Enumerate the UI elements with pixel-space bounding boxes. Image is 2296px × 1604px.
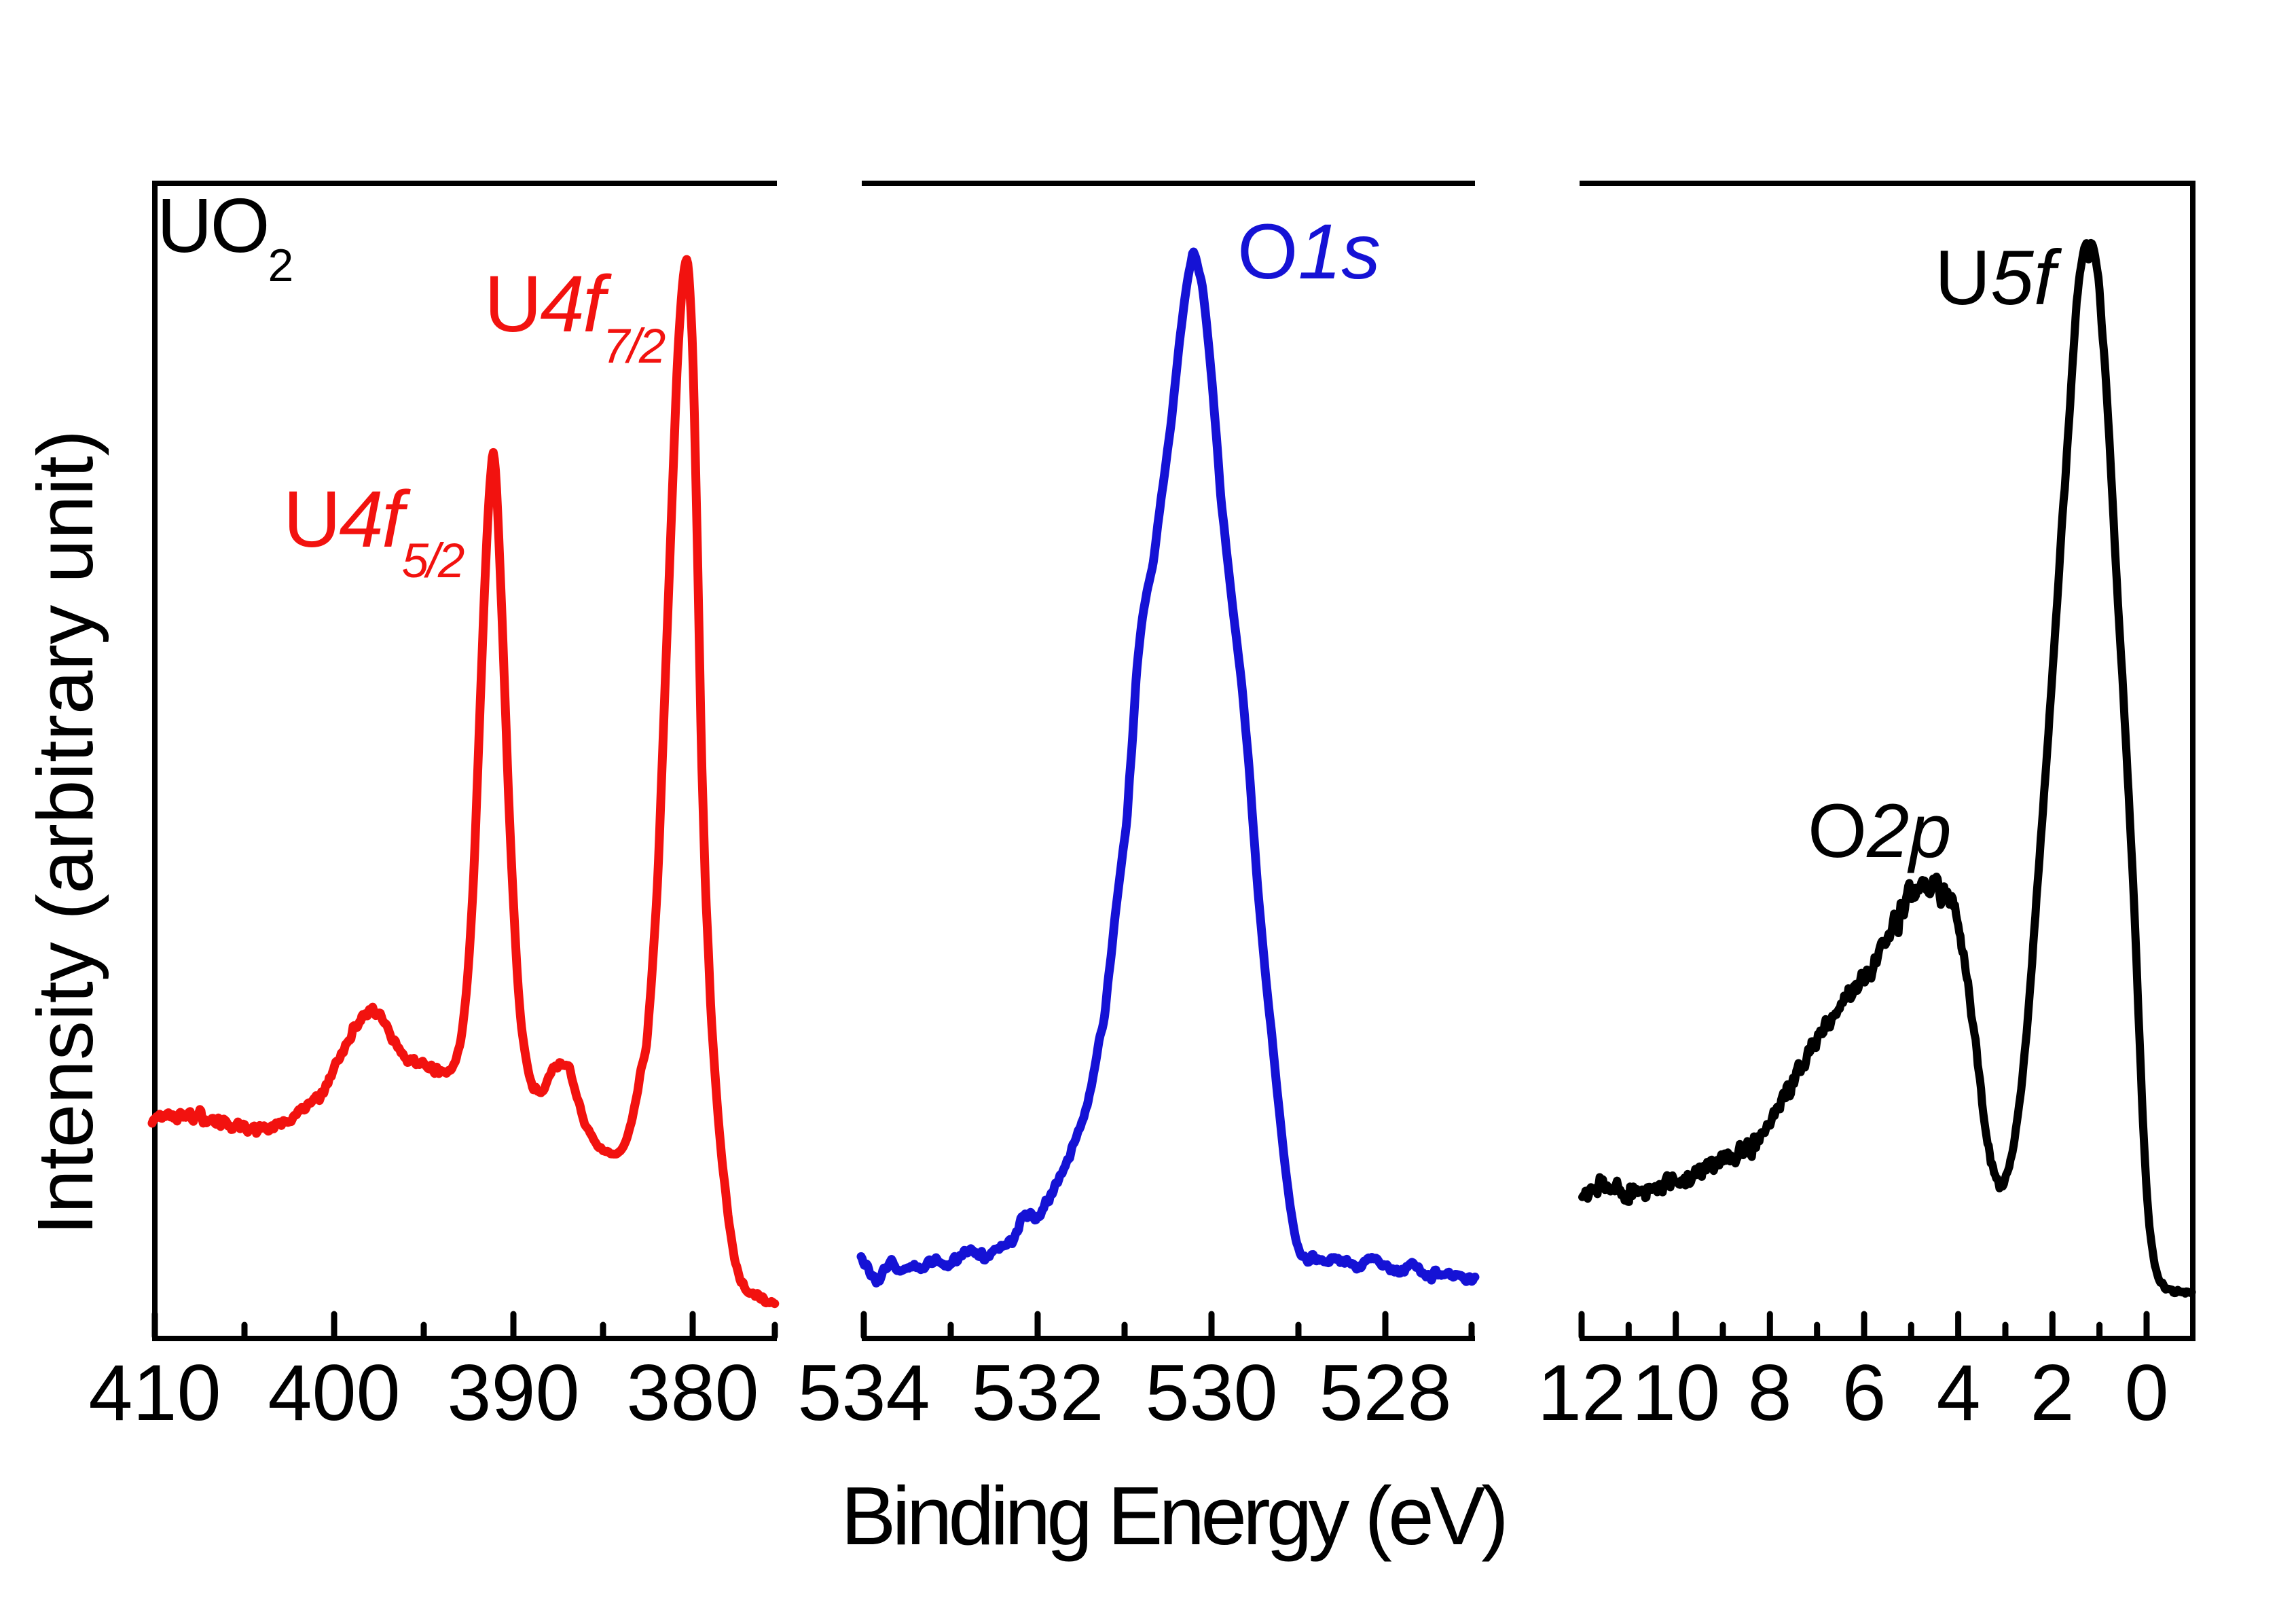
svg-text:400: 400 — [268, 1348, 400, 1437]
svg-text:380: 380 — [626, 1348, 759, 1437]
svg-text:2: 2 — [2030, 1348, 2074, 1437]
svg-text:534: 534 — [797, 1348, 930, 1437]
svg-text:Binding Energy (eV): Binding Energy (eV) — [841, 1470, 1505, 1562]
svg-text:O1s: O1s — [1237, 208, 1381, 295]
svg-text:0: 0 — [2124, 1348, 2168, 1437]
svg-text:6: 6 — [1842, 1348, 1886, 1437]
svg-text:4: 4 — [1936, 1348, 1980, 1437]
svg-text:U5f: U5f — [1935, 235, 2062, 321]
svg-text:410: 410 — [88, 1348, 221, 1437]
svg-text:390: 390 — [447, 1348, 579, 1437]
svg-text:532: 532 — [971, 1348, 1104, 1437]
svg-text:530: 530 — [1145, 1348, 1277, 1437]
svg-text:528: 528 — [1319, 1348, 1451, 1437]
svg-text:12: 12 — [1537, 1348, 1626, 1437]
svg-text:O2p: O2p — [1808, 788, 1952, 873]
svg-text:8: 8 — [1747, 1348, 1791, 1437]
svg-text:10: 10 — [1632, 1348, 1720, 1437]
svg-text:Intensity (arbitrary unit): Intensity (arbitrary unit) — [21, 430, 109, 1235]
